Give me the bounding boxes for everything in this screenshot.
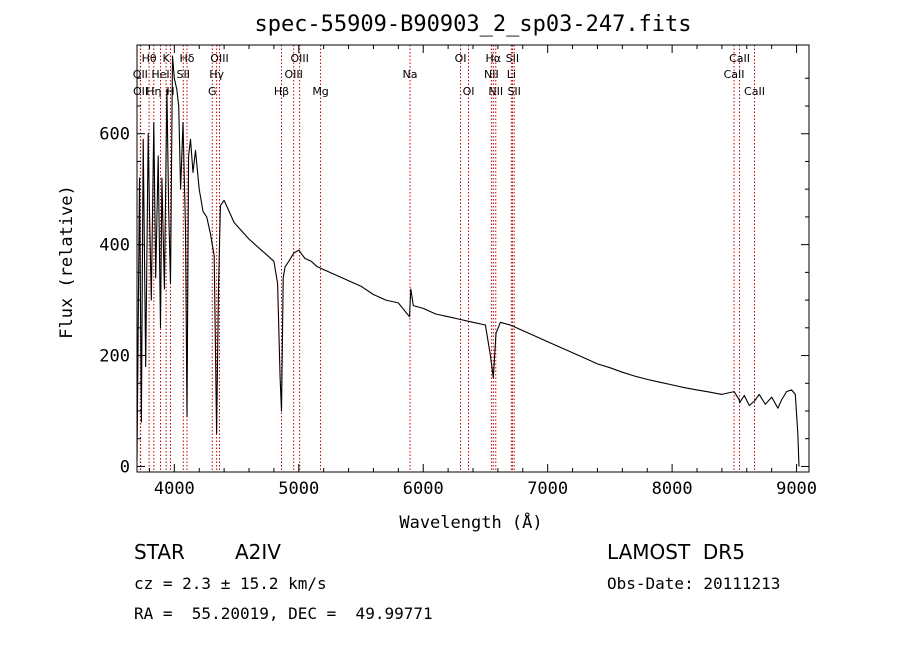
line-label-22: Li: [507, 68, 516, 81]
x-tick-label: 5000: [278, 479, 319, 499]
line-label-24: SII: [507, 85, 520, 98]
line-label-27: CaII: [744, 85, 765, 98]
x-axis: 4000 5000 6000 7000 8000 9000: [148, 45, 817, 499]
line-label-16: Na: [403, 68, 418, 81]
line-label-8: H: [166, 85, 174, 98]
x-tick-label: 9000: [776, 479, 817, 499]
line-label-15: Mg: [312, 85, 328, 98]
line-label-7: Hη: [146, 85, 161, 98]
line-label-0: Hθ: [142, 52, 157, 65]
spectrum-series-line: [136, 55, 800, 467]
survey-label: LAMOST DR5: [607, 540, 745, 564]
x-tick-label: 8000: [652, 479, 693, 499]
line-label-19: Hα: [486, 52, 502, 65]
sky-coordinates: RA = 55.20019, DEC = 49.99771: [134, 604, 433, 623]
line-label-13: OIII: [284, 68, 302, 81]
y-tick-label: 600: [99, 125, 130, 145]
x-tick-label: 4000: [154, 479, 195, 499]
y-tick-label: 0: [120, 457, 130, 477]
line-label-4: HeI: [151, 68, 169, 81]
y-tick-label: 400: [99, 236, 130, 256]
line-label-3: OII: [133, 68, 148, 81]
x-tick-label: 7000: [527, 479, 568, 499]
y-axis: 0 200 400 600: [99, 77, 809, 477]
line-label-14: OIII: [290, 52, 308, 65]
line-marker-group: [139, 45, 755, 472]
spectrum-chart: spec-55909-B90903_2_sp03-247.fits Hθ K Hδ O…: [57, 12, 817, 533]
y-tick-label: 200: [99, 347, 130, 367]
line-label-5: SII: [177, 68, 190, 81]
line-label-17: OI: [455, 52, 467, 65]
line-label-9: OIII: [210, 52, 228, 65]
spectral-subclass: A2IV: [235, 540, 281, 564]
redshift-readout: cz = 2.3 ± 15.2 km/s: [134, 574, 327, 593]
line-label-2: Hδ: [180, 52, 195, 65]
line-label-26: CaII: [724, 68, 745, 81]
line-label-12: Hβ: [274, 85, 289, 98]
x-tick-label: 6000: [403, 479, 444, 499]
line-label-25: CaII: [729, 52, 750, 65]
line-label-18: OI: [463, 85, 475, 98]
y-axis-label: Flux (relative): [57, 185, 77, 339]
line-label-21: NII: [488, 85, 503, 98]
chart-title: spec-55909-B90903_2_sp03-247.fits: [254, 12, 691, 37]
line-label-11: G: [208, 85, 217, 98]
object-class: STAR: [134, 540, 185, 564]
line-label-10: Hγ: [209, 68, 224, 81]
x-axis-label: Wavelength (Å): [399, 511, 542, 533]
line-label-20: NII: [484, 68, 499, 81]
line-label-23: SII: [506, 52, 519, 65]
plot-frame: [136, 44, 810, 473]
observation-date: Obs-Date: 20111213: [607, 574, 781, 593]
line-label-1: K: [163, 52, 171, 65]
